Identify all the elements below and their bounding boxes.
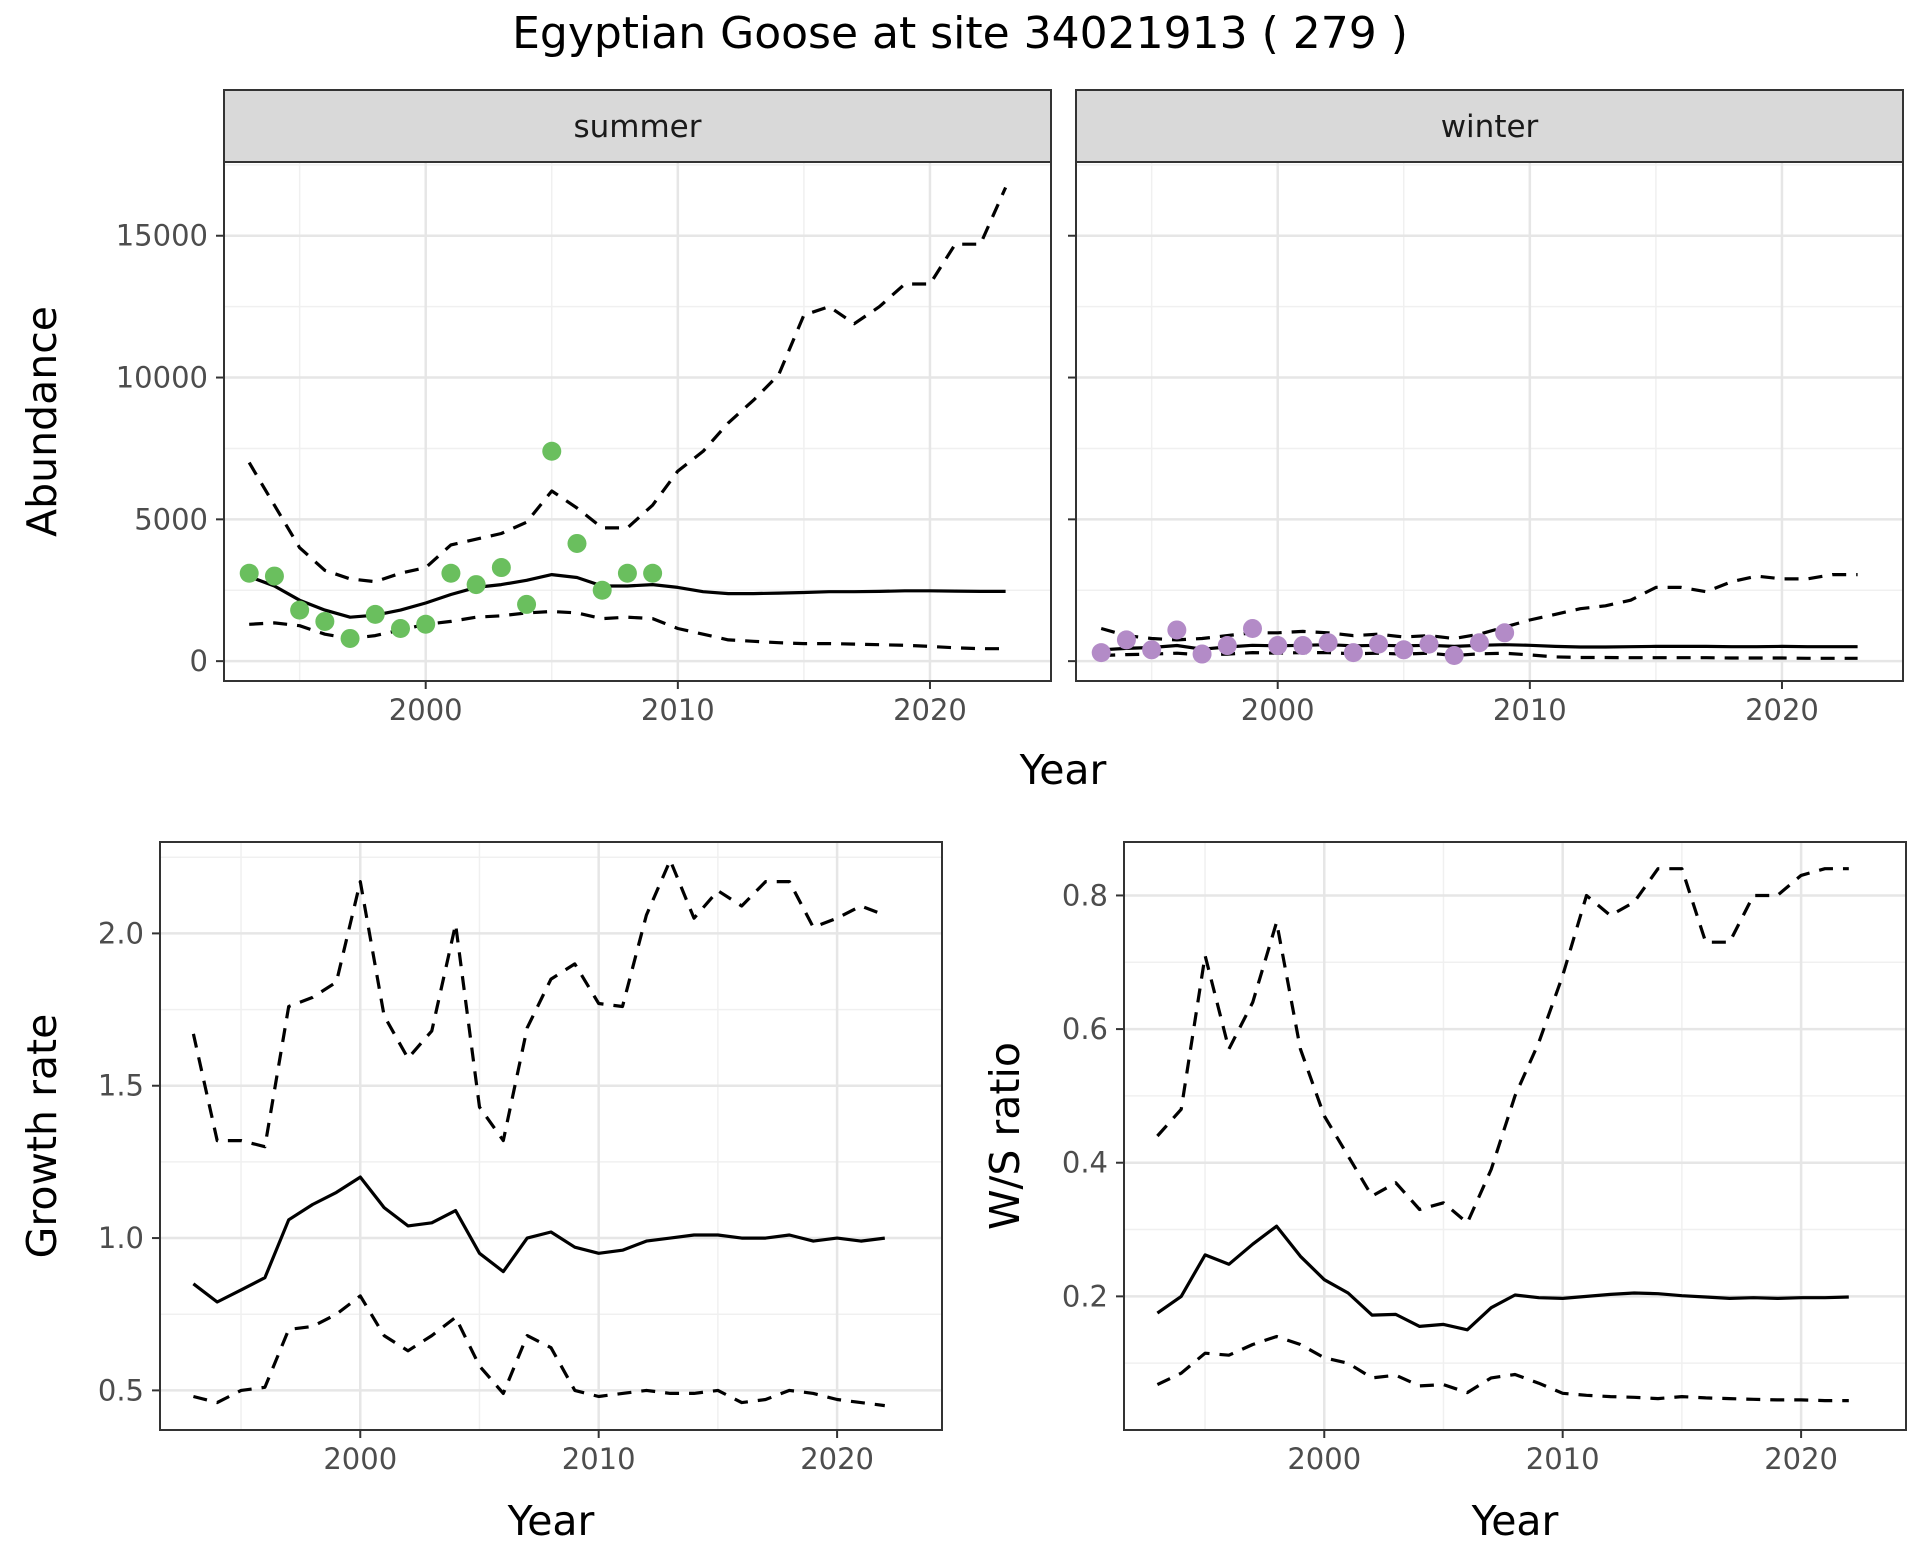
observed-point bbox=[517, 594, 537, 614]
observed-point bbox=[466, 575, 486, 595]
observed-point bbox=[1268, 636, 1288, 656]
panels: summer 2000 2010 2020 0 5000 10000 15000 Abundan… bbox=[18, 89, 1907, 1545]
observed-point bbox=[1167, 620, 1187, 640]
y-tick-label: 1.0 bbox=[98, 1221, 144, 1255]
confidence-bound-line bbox=[1156, 867, 1849, 1225]
observed-point bbox=[365, 604, 385, 624]
observed-point bbox=[1343, 643, 1363, 663]
y-tick-label: 1.5 bbox=[98, 1069, 144, 1103]
y-tick-label: 5000 bbox=[134, 502, 208, 536]
confidence-bound-line bbox=[247, 186, 1008, 584]
y-tick-label: 0.5 bbox=[98, 1373, 144, 1407]
panel-border bbox=[159, 841, 943, 1431]
observed-point bbox=[340, 628, 360, 648]
facet-strip-label: winter bbox=[1441, 109, 1539, 145]
y-tick-label: 15000 bbox=[116, 219, 208, 253]
observed-point bbox=[1469, 633, 1489, 653]
y-tick-label: 10000 bbox=[116, 361, 208, 395]
x-tick-label: 2020 bbox=[800, 1442, 874, 1476]
observed-point bbox=[441, 563, 461, 583]
observed-point bbox=[1217, 636, 1237, 656]
observed-point bbox=[239, 563, 259, 583]
plot-area bbox=[1124, 842, 1906, 1430]
x-tick-label: 2000 bbox=[323, 1442, 397, 1476]
observed-point bbox=[491, 558, 511, 578]
y-tick-label: 0.2 bbox=[1062, 1279, 1108, 1313]
panel-border bbox=[1123, 841, 1907, 1431]
observed-point bbox=[390, 619, 410, 639]
confidence-bound-line bbox=[1156, 1334, 1849, 1403]
x-tick-label: 2020 bbox=[893, 693, 967, 727]
y-tick-label: 0.8 bbox=[1062, 878, 1108, 912]
plot-area bbox=[1076, 162, 1903, 681]
plot-area bbox=[224, 162, 1051, 681]
summer-panel: summer 2000 2010 2020 0 5000 10000 15000 Abundan… bbox=[18, 89, 1052, 727]
observed-point bbox=[1242, 619, 1262, 639]
x-axis-title: Year bbox=[1019, 746, 1107, 794]
estimate-line bbox=[1156, 1224, 1849, 1332]
observed-point bbox=[617, 563, 637, 583]
x-tick-label: 2010 bbox=[1526, 1442, 1600, 1476]
x-axis-title: Year bbox=[1471, 1497, 1559, 1545]
observed-point bbox=[1419, 634, 1439, 654]
observed-point bbox=[1394, 640, 1414, 660]
x-tick-label: 2000 bbox=[1241, 693, 1315, 727]
x-tick-label: 2000 bbox=[1287, 1442, 1361, 1476]
observed-point bbox=[1318, 633, 1338, 653]
observed-point bbox=[1091, 643, 1111, 663]
observed-point bbox=[1444, 645, 1464, 665]
observed-point bbox=[567, 533, 587, 553]
y-tick-label: 0.4 bbox=[1062, 1146, 1108, 1180]
y-axis-title: W/S ratio bbox=[981, 1042, 1029, 1230]
observed-point bbox=[264, 566, 284, 586]
y-tick-label: 0 bbox=[190, 644, 208, 678]
observed-point bbox=[1495, 623, 1515, 643]
observed-point bbox=[1116, 630, 1136, 650]
figure-title: Egyptian Goose at site 34021913 ( 279 ) bbox=[512, 8, 1408, 59]
estimate-line bbox=[192, 1175, 885, 1304]
x-tick-label: 2010 bbox=[562, 1442, 636, 1476]
growth-panel: 2000 2010 2020 0.5 1.0 1.5 2.0 Growth rate Year bbox=[18, 841, 943, 1545]
x-tick-label: 2000 bbox=[389, 693, 463, 727]
observed-point bbox=[1192, 644, 1212, 664]
x-tick-label: 2010 bbox=[641, 693, 715, 727]
x-tick-label: 2020 bbox=[1745, 693, 1819, 727]
observed-point bbox=[1369, 634, 1389, 654]
observed-point bbox=[416, 614, 436, 634]
observed-point bbox=[542, 441, 562, 461]
observed-point bbox=[1142, 640, 1162, 660]
y-tick-label: 0.6 bbox=[1062, 1012, 1108, 1046]
observed-point bbox=[592, 580, 612, 600]
winter-panel: winter 2000 2010 2020 bbox=[1068, 89, 1904, 727]
facet-strip bbox=[223, 89, 1052, 163]
plot-area bbox=[160, 842, 942, 1430]
confidence-bound-line bbox=[249, 609, 1006, 651]
observed-point bbox=[315, 611, 335, 631]
confidence-bound-line bbox=[191, 858, 886, 1149]
confidence-bound-line bbox=[193, 1294, 885, 1408]
y-axis-title: Abundance bbox=[18, 306, 66, 537]
observed-point bbox=[643, 563, 663, 583]
x-axis-title: Year bbox=[507, 1497, 595, 1545]
confidence-bound-line bbox=[1100, 572, 1858, 642]
ratio-panel: 2000 2010 2020 0.2 0.4 0.6 0.8 W/S ratio Year bbox=[981, 841, 1907, 1545]
facet-strip bbox=[1075, 89, 1904, 163]
x-tick-label: 2010 bbox=[1493, 693, 1567, 727]
y-axis-title: Growth rate bbox=[18, 1014, 66, 1259]
facet-strip-label: summer bbox=[573, 109, 701, 145]
observed-point bbox=[1293, 636, 1313, 656]
x-tick-label: 2020 bbox=[1764, 1442, 1838, 1476]
y-tick-label: 2.0 bbox=[98, 916, 144, 950]
observed-point bbox=[290, 600, 310, 620]
